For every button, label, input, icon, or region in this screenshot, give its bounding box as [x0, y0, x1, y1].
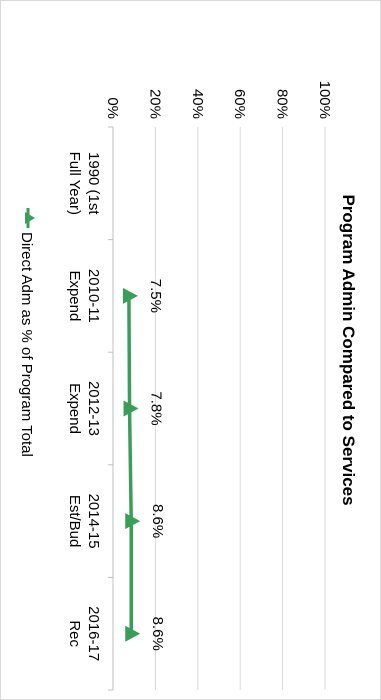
series-line-group: 7.5% 7.8% 8.6% 8.6% — [122, 279, 166, 651]
data-point-marker — [123, 400, 139, 417]
y-tick-label: 40% — [189, 89, 206, 119]
data-point-marker — [122, 287, 138, 304]
y-tick-label: 0% — [104, 97, 121, 119]
x-tick-labels: 1990 (1stFull Year) 2010-11Expend 2012-13E… — [66, 152, 102, 662]
series-line — [127, 295, 133, 634]
y-tick-label: 20% — [146, 89, 163, 119]
gridlines — [108, 126, 326, 691]
data-point-marker — [125, 625, 141, 642]
legend-series-name: Direct Adm as % of Program Total — [18, 232, 35, 457]
x-tick-label: 1990 (1stFull Year) — [66, 152, 102, 216]
data-label: 7.5% — [147, 279, 164, 313]
chart-title: Program Admin Compared to Services — [339, 194, 358, 505]
x-tick-label: 2012-13Expend — [66, 381, 102, 436]
y-tick-label: 60% — [231, 89, 248, 119]
chart-legend: Direct Adm as % of Program Total — [18, 208, 35, 457]
data-label: 8.6% — [149, 617, 166, 651]
x-tick-label: 2010-11Expend — [66, 269, 102, 323]
y-tick-label: 100% — [316, 81, 333, 119]
y-tick-label: 80% — [274, 89, 291, 119]
x-tick-label: 2016-17Rec — [66, 606, 102, 661]
x-tick-label: 2014-15Est/Bud — [66, 494, 102, 549]
legend-triangle-marker — [25, 212, 35, 224]
data-label: 7.8% — [148, 391, 165, 425]
data-label: 8.6% — [149, 504, 166, 538]
data-point-marker — [125, 513, 141, 530]
y-tick-labels: 0% 20% 40% 60% 80% 100% — [104, 81, 333, 119]
